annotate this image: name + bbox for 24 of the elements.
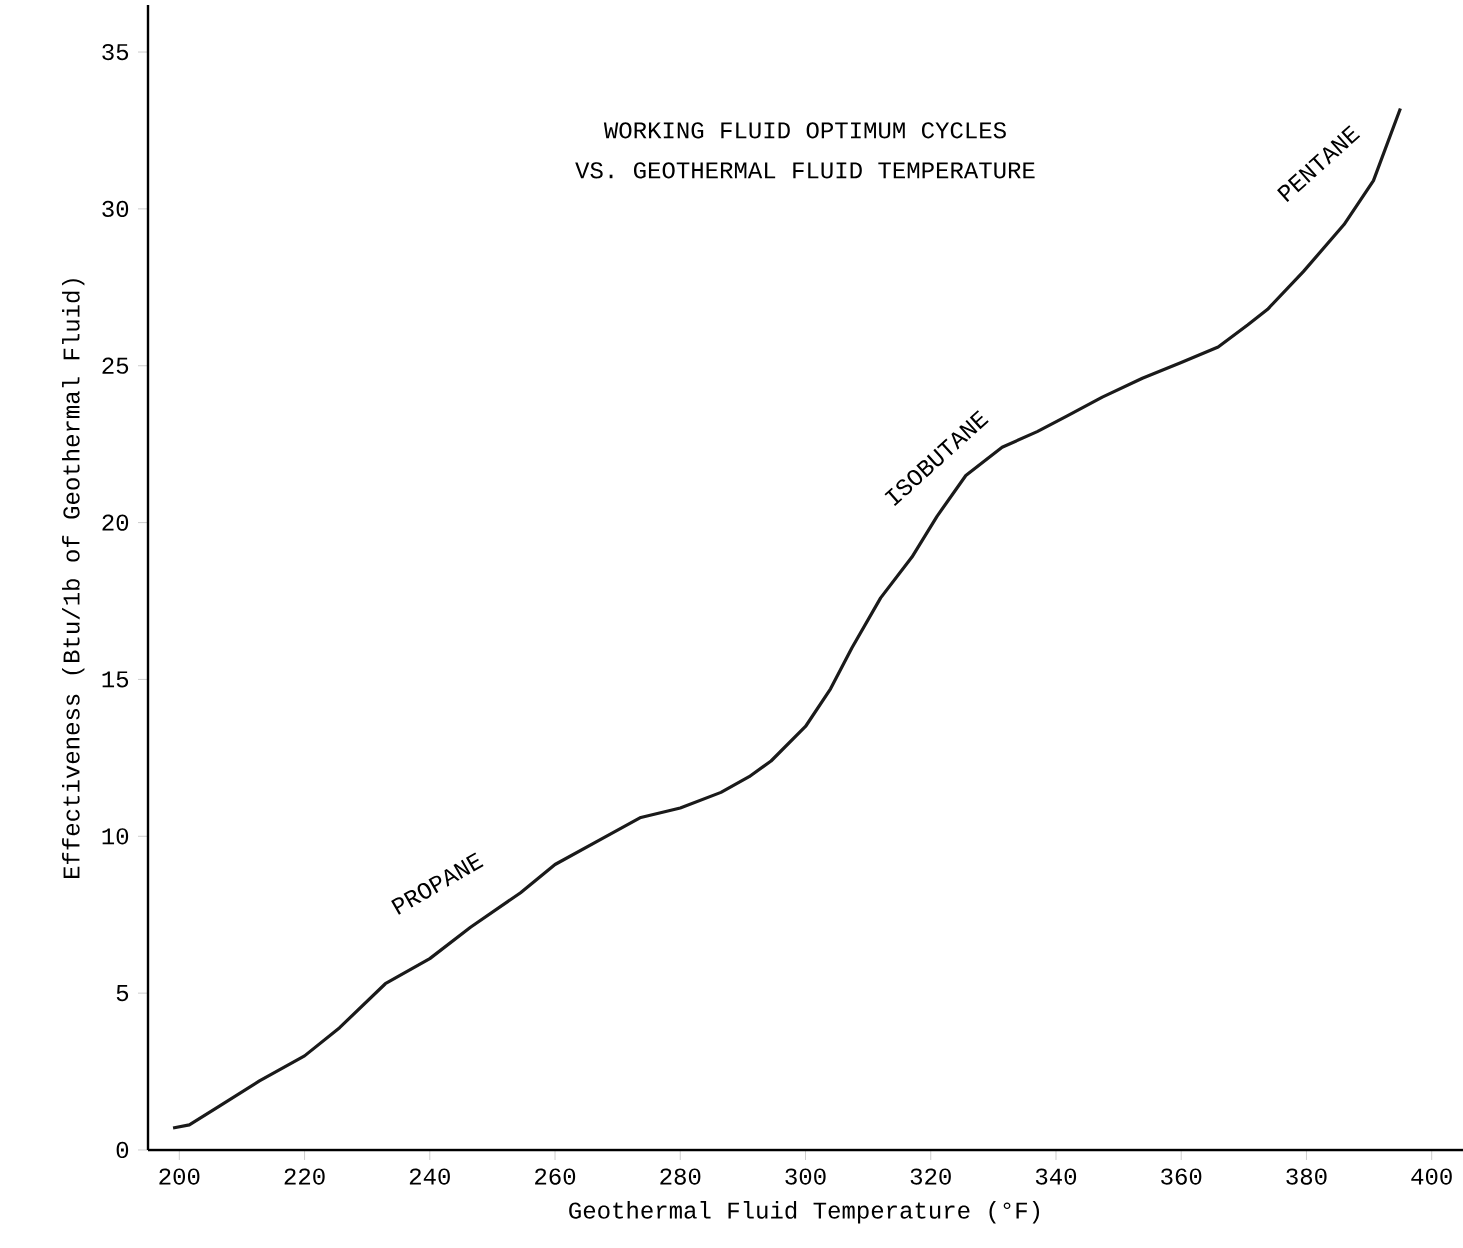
x-tick-label: 220 <box>284 1168 325 1185</box>
y-tick-label: 0 <box>116 1141 129 1159</box>
text: WORKING FLUID OPTIMUM CYCLES <box>603 122 1006 139</box>
x-tick-label: 400 <box>1411 1168 1452 1185</box>
y-tick-label: 20 <box>102 514 129 531</box>
y-tick-label: 30 <box>102 200 129 218</box>
x-tick-label: 240 <box>409 1168 450 1185</box>
y-axis-title: Effectiveness (Btu/1b of Geothermal Fluid) <box>62 279 85 879</box>
x-axis-title: Geothermal Fluid Temperature (°F) <box>569 1201 1040 1224</box>
y-tick-label: 15 <box>102 671 129 688</box>
text: VS. GEOTHERMAL FLUID TEMPERATURE <box>575 162 1035 179</box>
x-tick-label: 260 <box>535 1168 576 1185</box>
line-series <box>171 106 1402 1130</box>
x-tick-label: 200 <box>159 1168 200 1185</box>
x-tick-label: 300 <box>785 1168 826 1185</box>
y-tick-label: 35 <box>102 43 129 61</box>
y-tick-label: 5 <box>116 985 129 1002</box>
y-tick-label: 10 <box>102 828 129 845</box>
y-tick-label: 25 <box>102 357 129 374</box>
x-tick-label: 280 <box>660 1168 701 1185</box>
x-tick-label: 360 <box>1161 1168 1202 1185</box>
x-tick-label: 320 <box>910 1168 951 1185</box>
x-tick-label: 340 <box>1035 1168 1077 1185</box>
x-tick-label: 380 <box>1286 1168 1327 1185</box>
